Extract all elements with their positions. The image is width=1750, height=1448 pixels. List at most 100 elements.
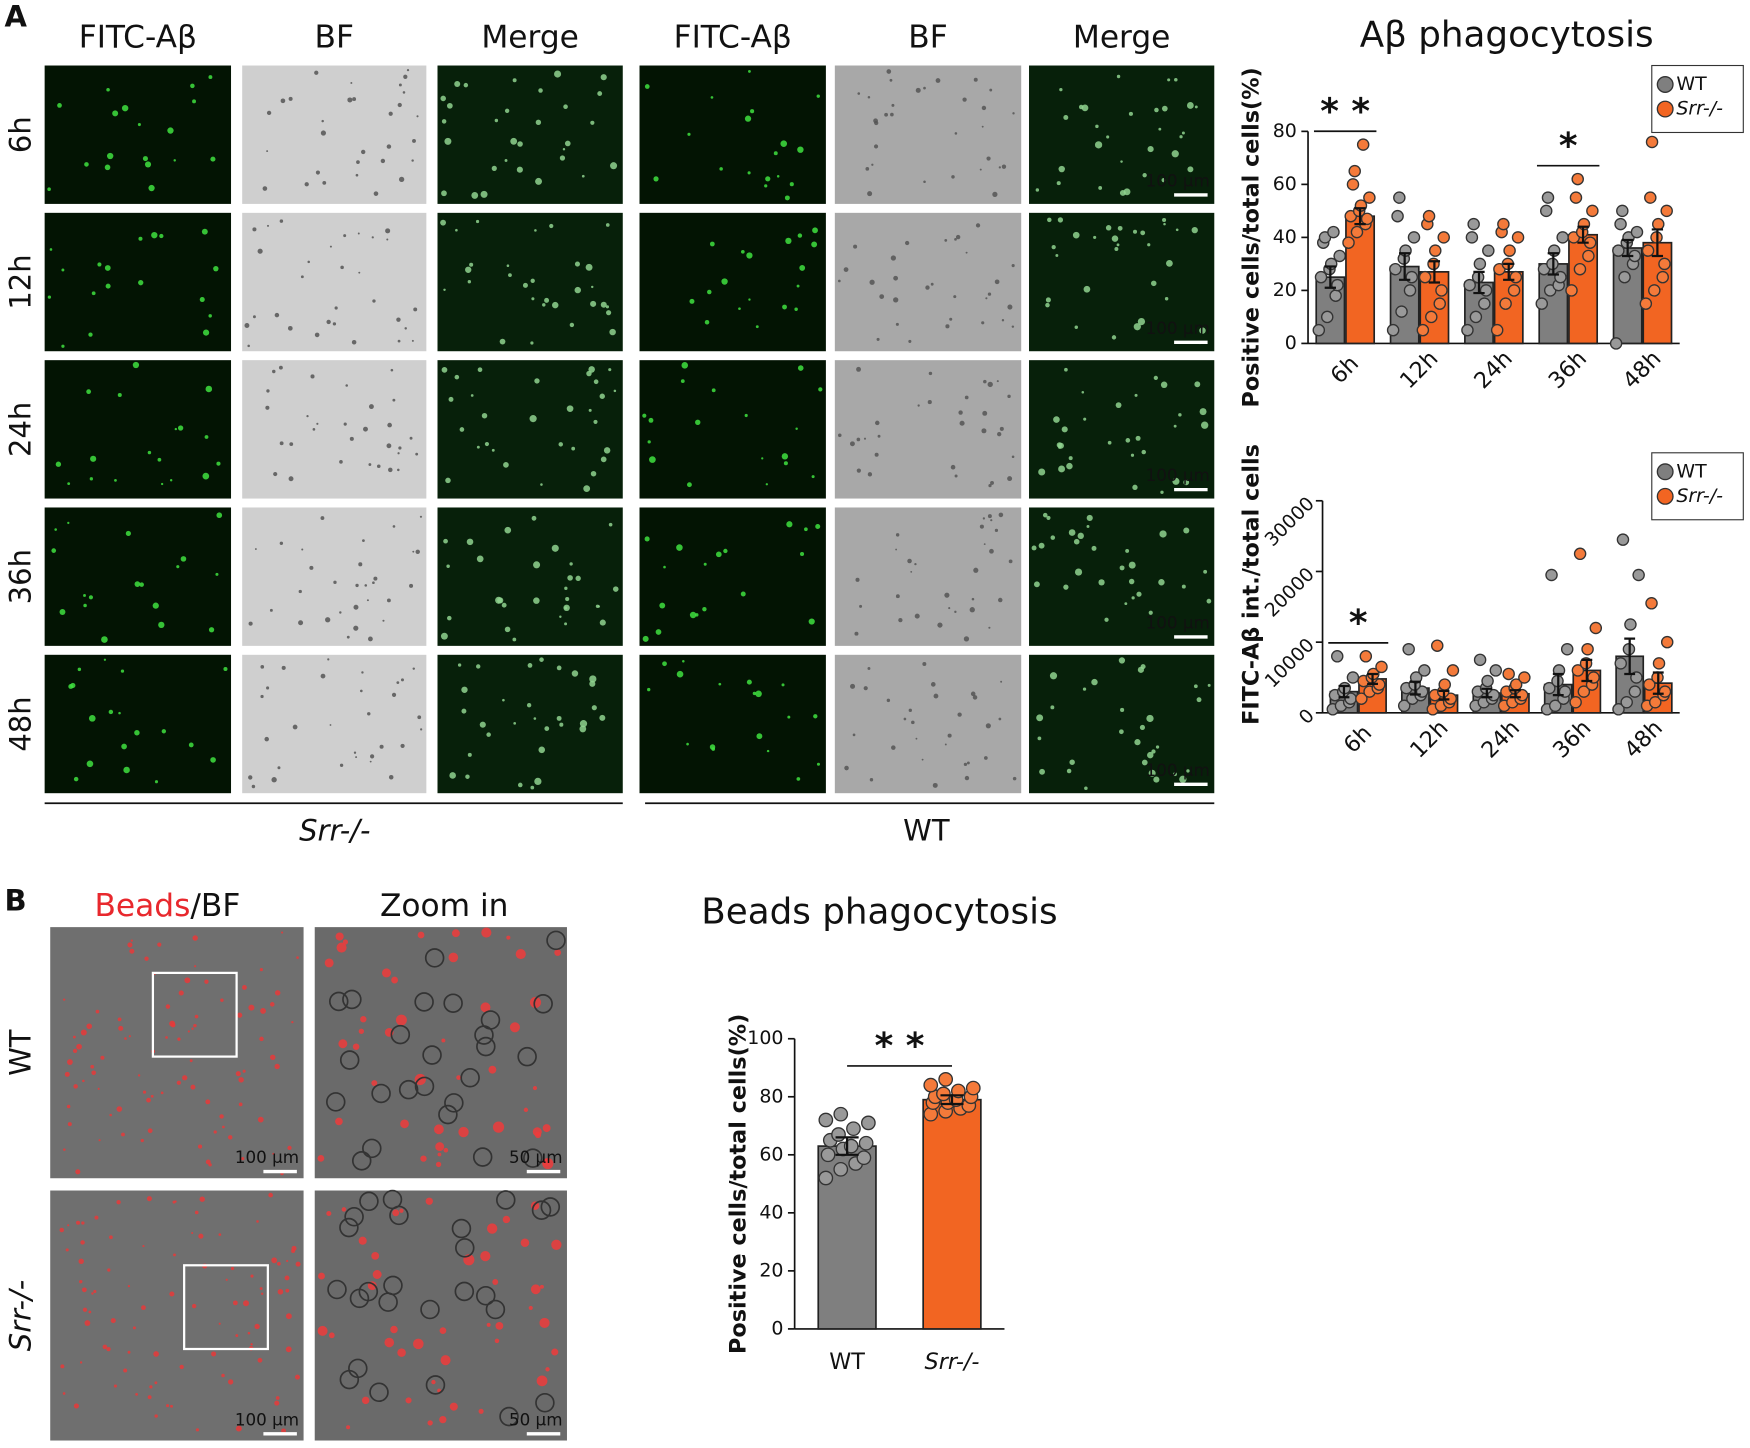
cell-speck <box>996 380 999 383</box>
cell-speck <box>326 1210 332 1217</box>
cell-speck <box>165 1036 168 1039</box>
cell-speck <box>1091 545 1097 551</box>
cell-speck <box>123 1368 128 1373</box>
cell-speck <box>653 176 659 182</box>
group-label: WT <box>903 813 950 847</box>
cell-speck <box>1120 707 1125 713</box>
cell-speck <box>335 932 344 941</box>
cell-speck <box>947 733 952 738</box>
cell-speck <box>1173 424 1177 428</box>
data-point <box>1560 642 1574 656</box>
cell-speck <box>1105 225 1112 231</box>
data-point <box>1330 650 1344 663</box>
cell-speck <box>215 572 219 576</box>
cell-speck <box>958 410 963 415</box>
cell-speck <box>148 184 155 192</box>
cell-speck <box>987 514 992 519</box>
data-point <box>1573 547 1587 561</box>
cell-speck <box>218 1233 222 1236</box>
zoom-box <box>151 971 238 1058</box>
cell-speck <box>61 268 65 272</box>
cell-speck <box>402 91 406 94</box>
cell-speck <box>235 1071 241 1077</box>
cell-speck <box>545 1367 550 1372</box>
cell-outline <box>342 989 362 1010</box>
cell-speck <box>723 548 728 554</box>
x-tick-label: Srr-/- <box>925 1349 980 1375</box>
cell-speck <box>459 427 465 432</box>
cell-speck <box>501 602 507 608</box>
cell-speck <box>371 1251 380 1260</box>
cell-speck <box>170 1022 176 1028</box>
cell-speck <box>435 1161 442 1168</box>
cell-speck <box>142 1245 145 1248</box>
cell-speck <box>1186 769 1190 773</box>
cell-speck <box>746 679 752 685</box>
cell-speck <box>681 362 689 369</box>
cell-speck <box>260 694 264 699</box>
cell-speck <box>125 530 131 537</box>
micrograph <box>314 1190 567 1441</box>
cell-speck <box>204 979 209 984</box>
cell-speck <box>1153 776 1160 783</box>
cell-speck <box>225 1278 228 1281</box>
row-label: 6h <box>3 116 37 153</box>
cell-speck <box>765 483 769 486</box>
data-point <box>1582 249 1595 263</box>
cell-speck <box>93 1289 97 1294</box>
data-point <box>1658 257 1671 271</box>
cell-speck <box>794 307 798 311</box>
cell-speck <box>285 1288 290 1293</box>
data-point <box>1360 212 1374 226</box>
cell-outline <box>535 1392 555 1413</box>
cell-speck <box>272 1152 275 1155</box>
cell-speck <box>1077 532 1084 540</box>
cell-speck <box>969 607 975 613</box>
cell-speck <box>176 1080 181 1085</box>
cell-speck <box>963 636 970 642</box>
cell-speck <box>486 732 491 737</box>
cell-speck <box>797 146 804 153</box>
cell-speck <box>160 1091 164 1095</box>
cell-speck <box>1150 280 1157 287</box>
data-point <box>1418 270 1432 284</box>
cell-speck <box>54 528 57 531</box>
cell-speck <box>979 524 984 529</box>
cell-speck <box>1086 514 1093 522</box>
cell-speck <box>88 595 94 600</box>
x-tick-label: WT <box>829 1349 865 1375</box>
data-point <box>1660 635 1674 649</box>
cell-speck <box>208 75 213 80</box>
data-point <box>1541 191 1555 204</box>
cell-speck <box>1074 325 1079 329</box>
cell-speck <box>67 1059 73 1065</box>
cell-speck <box>440 95 446 102</box>
cell-speck <box>695 419 701 425</box>
cell-speck <box>854 631 859 636</box>
error-bar <box>1547 252 1559 276</box>
y-axis-label: Positive cells/total cells(%) <box>725 1014 751 1354</box>
cell-speck <box>648 417 654 423</box>
cell-speck <box>158 621 165 629</box>
column-header: BF <box>908 20 947 56</box>
cell-speck <box>280 98 286 104</box>
cell-speck <box>49 248 53 251</box>
cell-speck <box>106 87 110 92</box>
cell-speck <box>928 371 933 376</box>
cell-speck <box>281 1428 287 1434</box>
cell-speck <box>411 339 414 342</box>
cell-speck <box>534 1131 542 1139</box>
cell-speck <box>989 548 994 554</box>
data-point <box>1320 310 1334 324</box>
y-tick-label: 80 <box>759 1085 783 1107</box>
data-point <box>1589 621 1603 635</box>
cell-speck <box>1174 77 1178 82</box>
cell-speck <box>265 405 270 410</box>
cell-speck <box>314 70 319 75</box>
cell-speck <box>100 1055 105 1060</box>
micrograph <box>1029 212 1215 352</box>
data-point <box>1660 204 1673 218</box>
column-header: BF <box>315 20 354 56</box>
cell-speck <box>512 78 517 83</box>
cell-speck <box>409 436 413 440</box>
